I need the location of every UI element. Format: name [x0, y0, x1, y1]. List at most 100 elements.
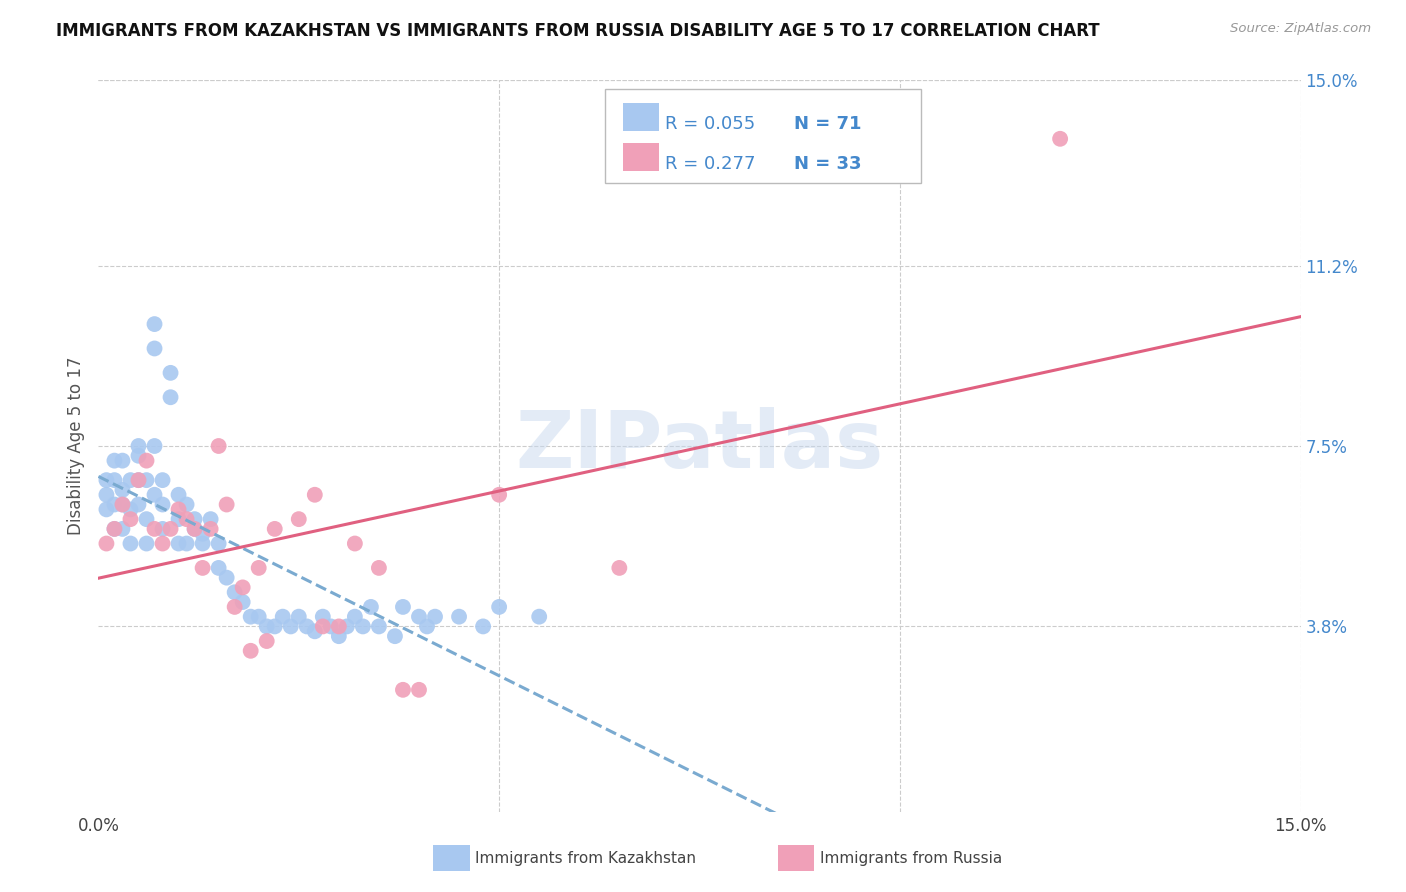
Text: N = 71: N = 71: [794, 115, 862, 133]
Point: [1049, 132, 1071, 146]
Y-axis label: Disability Age 5 to 17: Disability Age 5 to 17: [66, 357, 84, 535]
Point: [215, 498, 238, 512]
Point: [336, 619, 359, 633]
Point: [191, 526, 214, 541]
Point: [103, 473, 125, 487]
Point: [135, 536, 157, 550]
Point: [352, 619, 374, 633]
Point: [143, 342, 166, 356]
Point: [304, 624, 326, 639]
Point: [159, 390, 181, 404]
Point: [392, 682, 415, 697]
Point: [295, 619, 318, 633]
Point: [488, 488, 510, 502]
Point: [152, 498, 174, 512]
Point: [368, 561, 391, 575]
Point: [152, 536, 174, 550]
Point: [96, 536, 118, 550]
Point: [232, 581, 254, 595]
Point: [183, 522, 205, 536]
Point: [256, 634, 278, 648]
Point: [159, 366, 181, 380]
Point: [232, 595, 254, 609]
Point: [215, 571, 238, 585]
Point: [183, 512, 205, 526]
Point: [312, 619, 335, 633]
Point: [208, 536, 231, 550]
Point: [176, 498, 198, 512]
Point: [343, 609, 366, 624]
Point: [176, 536, 198, 550]
Point: [191, 561, 214, 575]
Point: [152, 473, 174, 487]
Point: [111, 498, 134, 512]
Point: [111, 483, 134, 497]
Text: Source: ZipAtlas.com: Source: ZipAtlas.com: [1230, 22, 1371, 36]
Point: [176, 512, 198, 526]
Point: [120, 512, 142, 526]
Point: [328, 629, 350, 643]
Point: [159, 522, 181, 536]
Point: [360, 599, 382, 614]
Point: [200, 512, 222, 526]
Point: [423, 609, 446, 624]
Point: [111, 522, 134, 536]
Point: [143, 522, 166, 536]
Point: [167, 502, 190, 516]
Text: R = 0.277: R = 0.277: [665, 155, 755, 173]
Point: [200, 522, 222, 536]
Point: [239, 609, 262, 624]
Point: [143, 488, 166, 502]
Point: [392, 599, 415, 614]
Point: [128, 473, 150, 487]
Point: [368, 619, 391, 633]
Point: [111, 498, 134, 512]
Point: [408, 609, 430, 624]
Point: [319, 619, 342, 633]
Point: [167, 488, 190, 502]
Point: [135, 512, 157, 526]
Point: [343, 536, 366, 550]
Text: ZIPatlas: ZIPatlas: [516, 407, 883, 485]
Point: [208, 561, 231, 575]
Point: [304, 488, 326, 502]
Point: [143, 439, 166, 453]
Point: [120, 473, 142, 487]
Point: [135, 453, 157, 467]
Point: [247, 609, 270, 624]
Point: [408, 682, 430, 697]
Point: [152, 522, 174, 536]
Point: [143, 317, 166, 331]
Point: [288, 609, 311, 624]
Point: [529, 609, 551, 624]
Text: N = 33: N = 33: [794, 155, 862, 173]
Point: [103, 498, 125, 512]
Point: [183, 522, 205, 536]
Point: [103, 522, 125, 536]
Point: [96, 473, 118, 487]
Point: [256, 619, 278, 633]
Point: [120, 536, 142, 550]
Point: [224, 599, 246, 614]
Point: [239, 644, 262, 658]
Point: [167, 512, 190, 526]
Point: [384, 629, 406, 643]
Point: [191, 536, 214, 550]
Point: [103, 453, 125, 467]
Point: [263, 619, 285, 633]
Point: [208, 439, 231, 453]
Point: [288, 512, 311, 526]
Point: [416, 619, 439, 633]
Text: IMMIGRANTS FROM KAZAKHSTAN VS IMMIGRANTS FROM RUSSIA DISABILITY AGE 5 TO 17 CORR: IMMIGRANTS FROM KAZAKHSTAN VS IMMIGRANTS…: [56, 22, 1099, 40]
Point: [609, 561, 631, 575]
Point: [128, 498, 150, 512]
Point: [263, 522, 285, 536]
Point: [96, 502, 118, 516]
Point: [224, 585, 246, 599]
Point: [312, 609, 335, 624]
Point: [103, 522, 125, 536]
Point: [96, 488, 118, 502]
Point: [128, 449, 150, 463]
Point: [472, 619, 495, 633]
Point: [128, 439, 150, 453]
